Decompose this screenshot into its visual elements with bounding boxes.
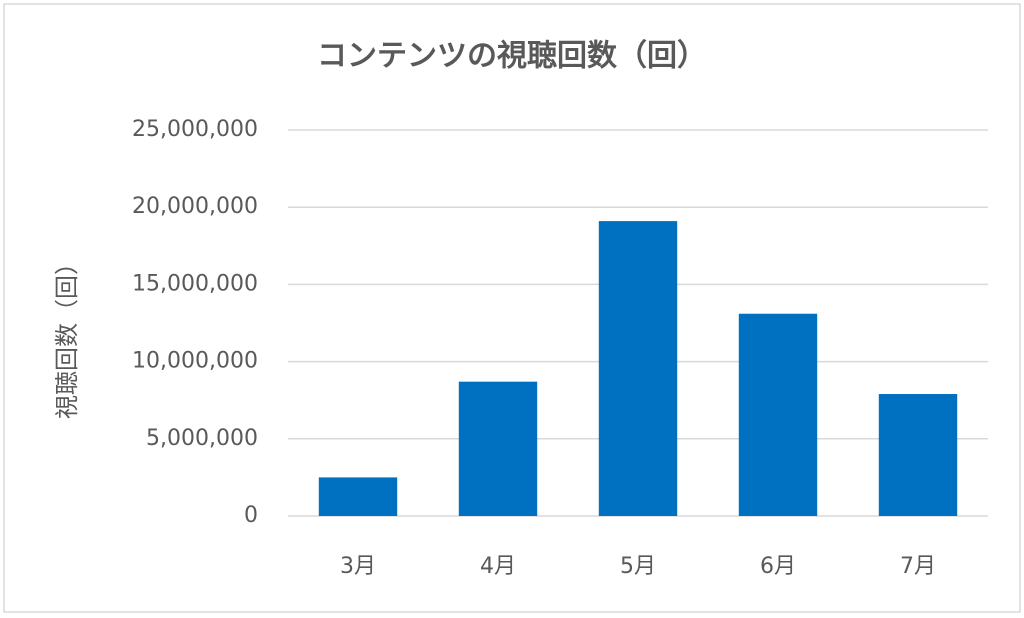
chart-title: コンテンツの視聴回数（回） bbox=[317, 39, 707, 74]
y-tick-label: 20,000,000 bbox=[132, 194, 258, 219]
x-tick-label: 5月 bbox=[620, 554, 656, 579]
x-tick-label: 3月 bbox=[340, 554, 376, 579]
x-tick-label: 4月 bbox=[480, 554, 516, 579]
y-tick-label: 0 bbox=[244, 503, 258, 528]
y-tick-label: 5,000,000 bbox=[146, 426, 258, 451]
bar bbox=[458, 381, 538, 516]
x-tick-label: 6月 bbox=[760, 554, 796, 579]
chart-border bbox=[3, 3, 1021, 613]
bar bbox=[738, 313, 818, 516]
y-tick-label: 25,000,000 bbox=[132, 117, 258, 142]
y-tick-label: 15,000,000 bbox=[132, 271, 258, 296]
bar bbox=[878, 394, 958, 516]
y-tick-label: 10,000,000 bbox=[132, 349, 258, 374]
bar bbox=[318, 477, 398, 516]
bar bbox=[598, 221, 678, 516]
x-tick-label: 7月 bbox=[900, 554, 936, 579]
y-axis-title: 視聴回数（回） bbox=[53, 251, 81, 419]
